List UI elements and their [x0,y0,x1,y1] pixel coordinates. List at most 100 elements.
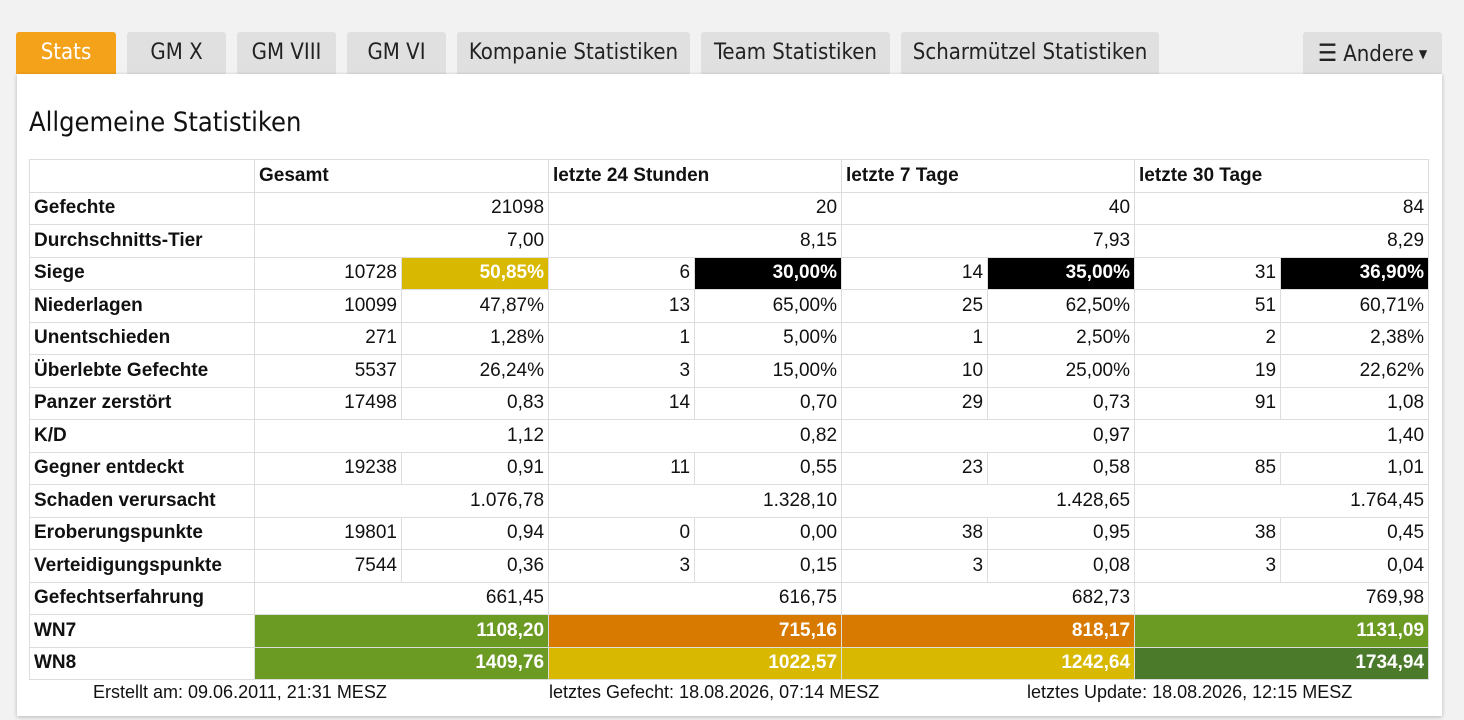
table-row: WN7 1108,20 715,16 818,17 1131,09 [29,614,1430,648]
table-cell: 17498 [254,386,402,420]
row-label: Gefechte [29,191,255,225]
header-30d: letzte 30 Tage [1134,159,1430,193]
footer: Erstellt am: 09.06.2011, 21:31 MESZ letz… [17,682,1442,706]
table-cell: 13 [548,289,696,323]
table-cell: 3 [548,549,696,583]
tab-gm-x[interactable]: GM X [127,32,226,74]
table-cell: 1.328,10 [548,484,843,518]
table-cell: 51 [1134,289,1282,323]
row-label: Eroberungspunkte [29,516,255,550]
table-cell: 5,00% [694,321,843,355]
table-cell: 769,98 [1134,581,1430,615]
table-cell: 11 [548,451,696,485]
table-cell: 35,00% [987,256,1136,290]
table-cell: 10 [841,354,989,388]
table-cell: 40 [841,191,1136,225]
table-cell: 0,04 [1280,549,1430,583]
table-cell: 1,28% [400,321,550,355]
table-cell: 1,08 [1280,386,1430,420]
table-cell: 31 [1134,256,1282,290]
table-cell: 10728 [254,256,402,290]
table-cell: 715,16 [548,614,843,648]
table-cell: 1 [548,321,696,355]
table-cell: 0,00 [694,516,843,550]
table-row: Siege 10728 50,85% 6 30,00% 14 35,00% 31… [29,256,1430,290]
table-cell: 38 [1134,516,1282,550]
table-cell: 10099 [254,289,402,323]
created-date: Erstellt am: 09.06.2011, 21:31 MESZ [93,682,387,702]
table-row: Eroberungspunkte 19801 0,94 0 0,00 38 0,… [29,516,1430,550]
table-cell: 0,73 [987,386,1136,420]
table-cell: 0,36 [400,549,550,583]
header-24h: letzte 24 Stunden [548,159,843,193]
table-cell: 3 [1134,549,1282,583]
table-row: Niederlagen 10099 47,87% 13 65,00% 25 62… [29,289,1430,323]
table-cell: 271 [254,321,402,355]
andere-menu-button[interactable]: ☰ Andere ▼ [1303,32,1442,74]
table-cell: 1,12 [253,419,550,453]
tab-bar: Stats GM X GM VIII GM VI Kompanie Statis… [16,32,1442,74]
table-cell: 21098 [253,191,550,225]
table-cell: 0,91 [400,451,550,485]
row-label: Panzer zerstört [29,386,255,420]
table-cell: 0,45 [1280,516,1430,550]
table-cell: 1131,09 [1134,614,1430,648]
table-cell: 0,94 [400,516,550,550]
table-cell: 25,00% [987,354,1136,388]
tab-gm-viii[interactable]: GM VIII [237,32,336,74]
table-cell: 91 [1134,386,1282,420]
table-cell: 38 [841,516,989,550]
row-label: Unentschieden [29,321,255,355]
table-cell: 2,38% [1280,321,1430,355]
andere-label: Andere [1343,42,1414,67]
table-row: Überlebte Gefechte 5537 26,24% 3 15,00% … [29,354,1430,388]
table-cell: 0,95 [987,516,1136,550]
row-label: Niederlagen [29,289,255,323]
table-cell: 0,70 [694,386,843,420]
table-row: Gefechte 21098 20 40 84 [29,191,1430,225]
table-cell: 1734,94 [1134,646,1430,680]
table-row: Unentschieden 271 1,28% 1 5,00% 1 2,50% … [29,321,1430,355]
table-cell: 0 [548,516,696,550]
table-cell: 14 [548,386,696,420]
table-cell: 36,90% [1280,256,1430,290]
tab-stats[interactable]: Stats [16,32,116,74]
table-cell: 1242,64 [841,646,1136,680]
tab-team-statistiken[interactable]: Team Statistiken [701,32,890,74]
table-cell: 7,00 [253,224,550,258]
table-cell: 8,15 [548,224,843,258]
header-empty [29,159,255,193]
table-cell: 14 [841,256,989,290]
table-row: Gefechtserfahrung 661,45 616,75 682,73 7… [29,581,1430,615]
table-cell: 50,85% [400,256,550,290]
table-row: Gegner entdeckt 19238 0,91 11 0,55 23 0,… [29,451,1430,485]
table-cell: 25 [841,289,989,323]
table-row: K/D 1,12 0,82 0,97 1,40 [29,419,1430,453]
row-label: Verteidigungspunkte [29,549,255,583]
row-label: WN8 [29,646,255,680]
last-battle-date: letztes Gefecht: 18.08.2026, 07:14 MESZ [549,682,880,702]
table-cell: 0,55 [694,451,843,485]
tab-scharmuetzel-statistiken[interactable]: Scharmützel Statistiken [901,32,1159,74]
table-cell: 0,08 [987,549,1136,583]
table-cell: 682,73 [841,581,1136,615]
table-cell: 3 [548,354,696,388]
tab-gm-vi[interactable]: GM VI [347,32,446,74]
table-cell: 0,58 [987,451,1136,485]
row-label: Durchschnitts-Tier [29,224,255,258]
last-update-date: letztes Update: 18.08.2026, 12:15 MESZ [1027,682,1353,702]
table-cell: 1 [841,321,989,355]
table-cell: 20 [548,191,843,225]
tab-kompanie-statistiken[interactable]: Kompanie Statistiken [457,32,690,74]
table-cell: 19 [1134,354,1282,388]
table-cell: 1409,76 [253,646,550,680]
table-header-row: Gesamt letzte 24 Stunden letzte 7 Tage l… [29,159,1430,193]
table-cell: 1.428,65 [841,484,1136,518]
row-label: WN7 [29,614,255,648]
stats-table: Gesamt letzte 24 Stunden letzte 7 Tage l… [29,159,1430,680]
table-cell: 6 [548,256,696,290]
table-cell: 29 [841,386,989,420]
row-label: Schaden verursacht [29,484,255,518]
table-cell: 15,00% [694,354,843,388]
row-label: Gefechtserfahrung [29,581,255,615]
